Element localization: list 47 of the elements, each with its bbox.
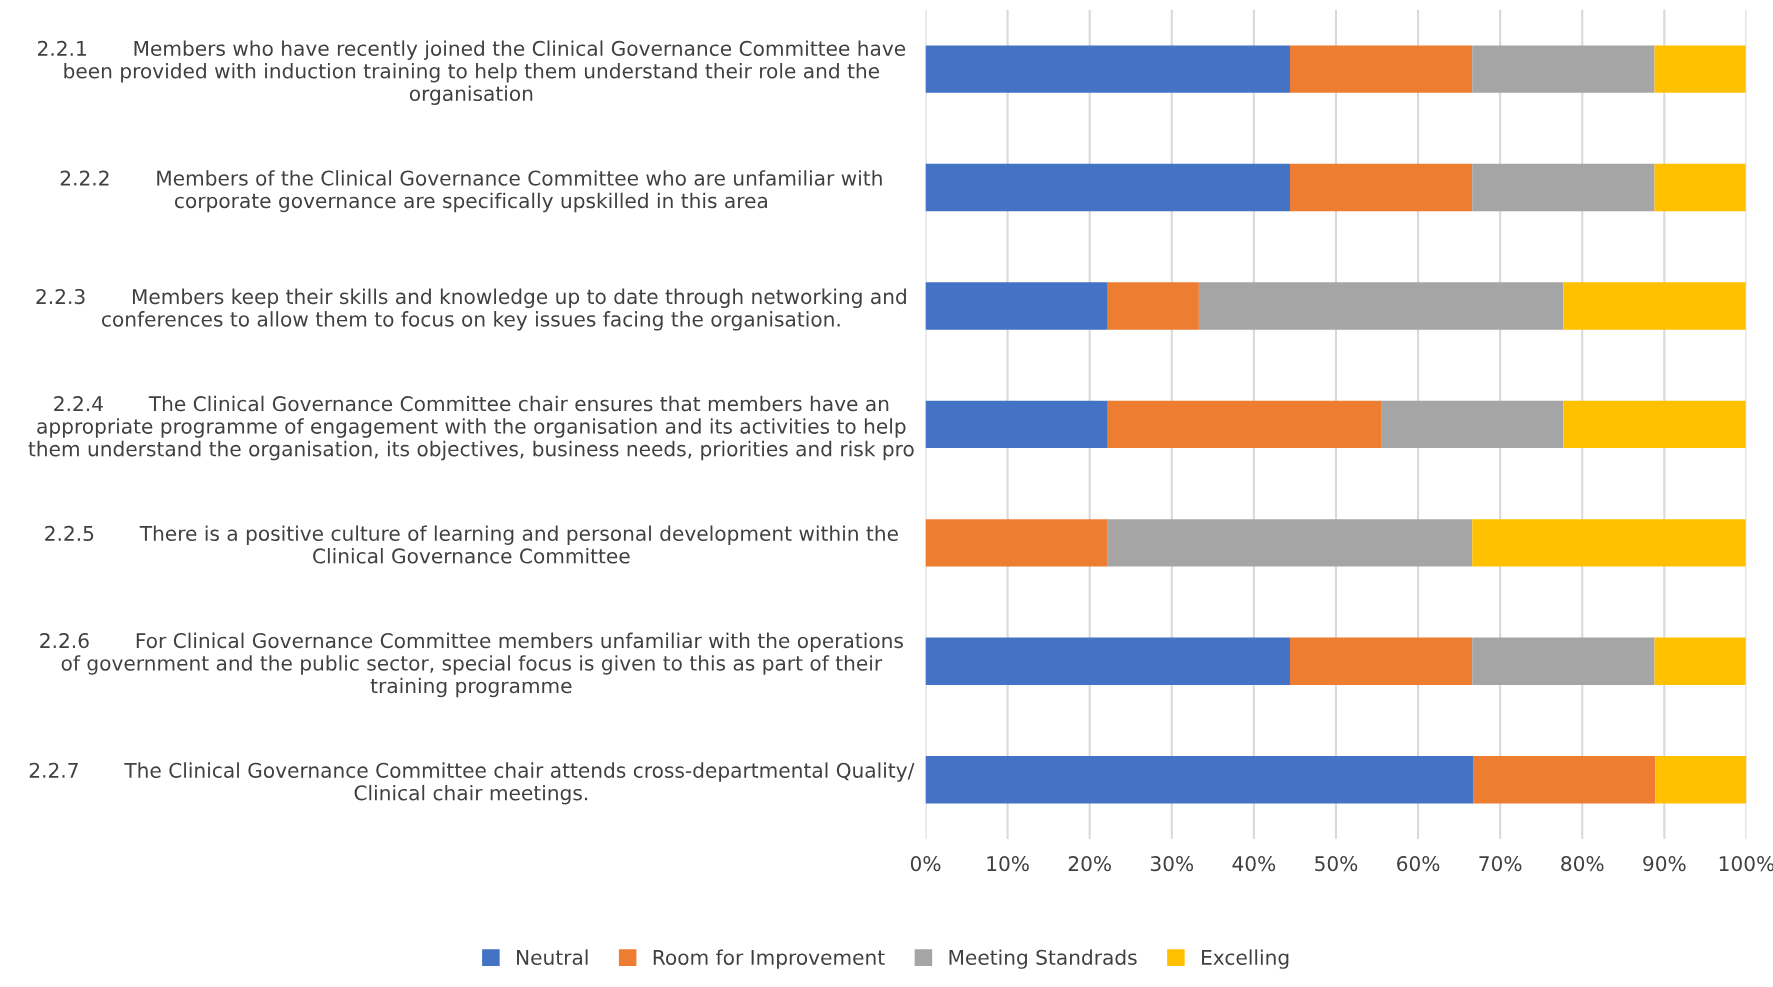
legend-label: Excelling: [1202, 949, 1289, 969]
bar: [925, 519, 1108, 567]
x-tick-label: 70%: [1479, 855, 1522, 872]
bar: [1289, 163, 1473, 212]
y-tick-label: 2.2.5 There is a positive culture of learning and personal development within the Clinical Governance Committee: [45, 525, 898, 564]
bar: [1473, 756, 1656, 804]
legend-label: Neutral: [517, 949, 588, 965]
bar: [1655, 756, 1747, 804]
bar: [1198, 282, 1564, 330]
bar: [1563, 400, 1746, 449]
bar: [1654, 45, 1746, 93]
x-tick-label: 60%: [1397, 855, 1440, 872]
bar: [1289, 637, 1473, 685]
x-tick-label: 20%: [1068, 855, 1111, 872]
x-tick-label: 10%: [987, 855, 1029, 872]
bar: [1289, 45, 1473, 93]
bar: [1107, 282, 1199, 330]
bar: [925, 45, 1290, 93]
bar: [1472, 163, 1655, 212]
bar: [1563, 282, 1746, 330]
bar: [925, 400, 1108, 449]
bar: [925, 282, 1108, 330]
x-tick-label: 0%: [910, 855, 941, 872]
bar: [1472, 45, 1655, 93]
bar: [1381, 400, 1564, 449]
x-tick-label: 90%: [1643, 855, 1686, 872]
y-tick-label: 2.2.7 The Clinical Governance Committee chair attends cross-departmental Quality/ Clinical chair meetings.: [29, 762, 915, 805]
bar: [1472, 519, 1746, 567]
y-tick-label: 2.2.2 Members of the Clinical Governance Committee who are unfamiliar with corporate governance are specifically upskilled in this area: [60, 170, 882, 213]
x-tick-label: 80%: [1561, 855, 1604, 872]
y-tick-label: 2.2.6 For Clinical Governance Committee members unfamiliar with the operations of government and the public sector, special focus is given to this as part of their training programme: [40, 632, 903, 698]
bar: [1107, 400, 1382, 449]
bar: [1654, 163, 1746, 212]
y-tick-label: 2.2.4 The Clinical Governance Committee chair ensures that members have an appropriate programme of engagement with the organisation and its activities to help them understand the organisation, its objectives, business needs, priorities and risk pro: [28, 395, 914, 461]
bar: [925, 637, 1290, 685]
bar: [1472, 637, 1655, 685]
y-tick-label: 2.2.1 Members who have recently joined the Clinical Governance Committee have been provided with induction training to help them understand their role and the organisation: [38, 40, 906, 106]
x-tick-label: 40%: [1232, 855, 1276, 872]
bar: [1654, 637, 1746, 685]
bar: [1107, 519, 1473, 567]
bar: [925, 163, 1290, 212]
x-tick-label: 30%: [1150, 855, 1194, 872]
legend-label: Meeting Standrads: [949, 949, 1137, 969]
bar: [925, 756, 1474, 804]
x-tick-label: 50%: [1315, 855, 1358, 872]
legend-label: Room for Improvement: [653, 949, 885, 969]
y-tick-label: 2.2.3 Members keep their skills and knowledge up to date through networking and conferences to allow them to focus on key issues facing the organisation.: [36, 288, 906, 331]
